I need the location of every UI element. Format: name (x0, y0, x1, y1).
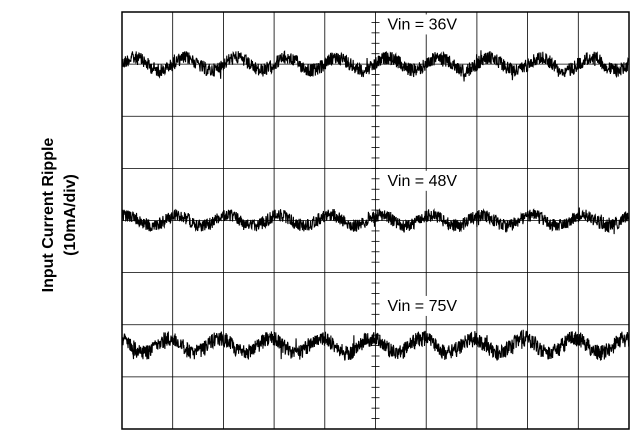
trace-3 (121, 329, 630, 361)
trace-label-2: Vin = 48V (388, 173, 458, 190)
trace-1 (121, 50, 630, 82)
trace-label-3: Vin = 75V (388, 298, 458, 315)
trace-label-1: Vin = 36V (388, 16, 458, 33)
trace-labels: Vin = 36V Vin = 48V Vin = 75V (385, 14, 460, 316)
trace-label-background (385, 295, 460, 316)
scope-traces (121, 50, 630, 361)
trace-label-background (385, 14, 460, 35)
trace-label-background (385, 170, 460, 191)
trace-2 (121, 207, 630, 235)
